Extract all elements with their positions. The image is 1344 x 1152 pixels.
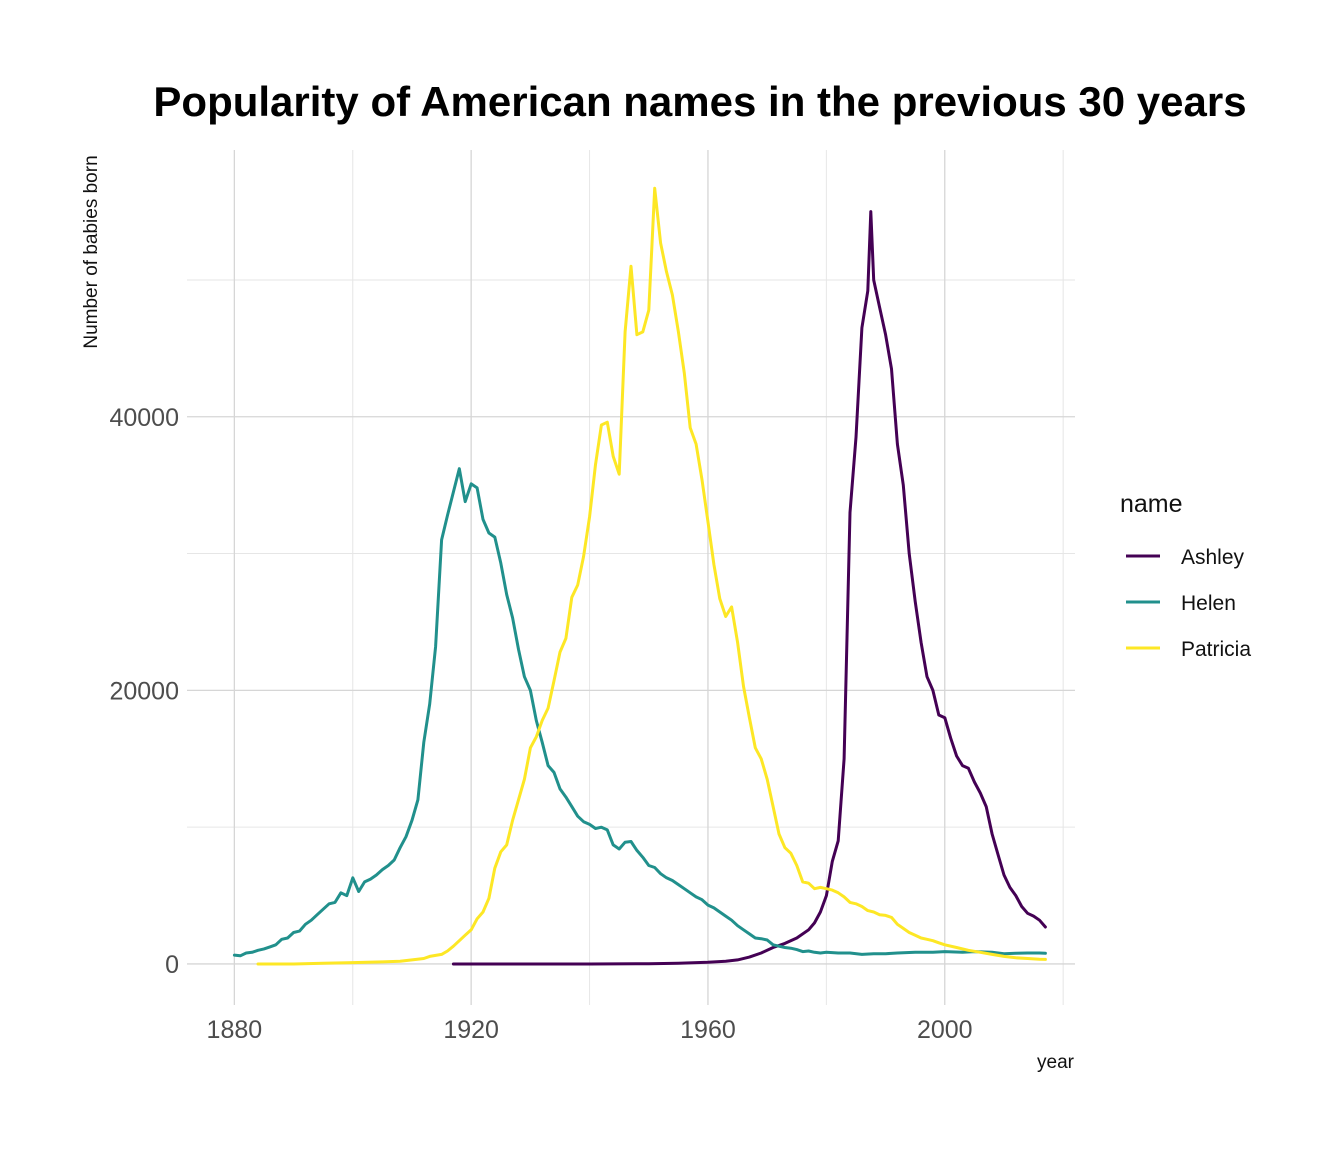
x-tick-label: 1960	[680, 1016, 736, 1044]
y-axis-label: Number of babies born	[81, 155, 102, 348]
x-tick-label: 2000	[917, 1016, 973, 1044]
x-tick-label: 1920	[443, 1016, 499, 1044]
legend-label: Ashley	[1181, 546, 1245, 569]
x-axis-label: year	[1037, 1052, 1075, 1073]
y-tick-label: 0	[165, 951, 179, 979]
legend-item-helen: Helen	[1126, 592, 1236, 615]
legend-items: Ashley Helen Patricia	[1126, 546, 1251, 661]
x-tick-label: 1880	[207, 1016, 263, 1044]
series-lines	[232, 186, 1047, 966]
y-tick-label: 40000	[109, 404, 179, 432]
legend-title: name	[1120, 490, 1183, 518]
series-line-helen	[232, 467, 1047, 958]
legend-item-ashley: Ashley	[1126, 546, 1245, 569]
legend-label: Helen	[1181, 592, 1236, 615]
series-line-patricia	[256, 186, 1047, 966]
legend: name Ashley Helen Patricia	[1120, 490, 1251, 661]
legend-label: Patricia	[1181, 638, 1251, 661]
y-tick-label: 20000	[109, 677, 179, 705]
legend-item-patricia: Patricia	[1126, 638, 1251, 661]
chart-title: Popularity of American names in the prev…	[153, 78, 1246, 125]
series-line-ashley	[451, 210, 1047, 966]
